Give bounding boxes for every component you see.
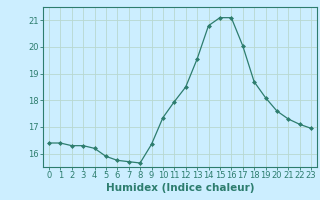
X-axis label: Humidex (Indice chaleur): Humidex (Indice chaleur) — [106, 183, 254, 193]
